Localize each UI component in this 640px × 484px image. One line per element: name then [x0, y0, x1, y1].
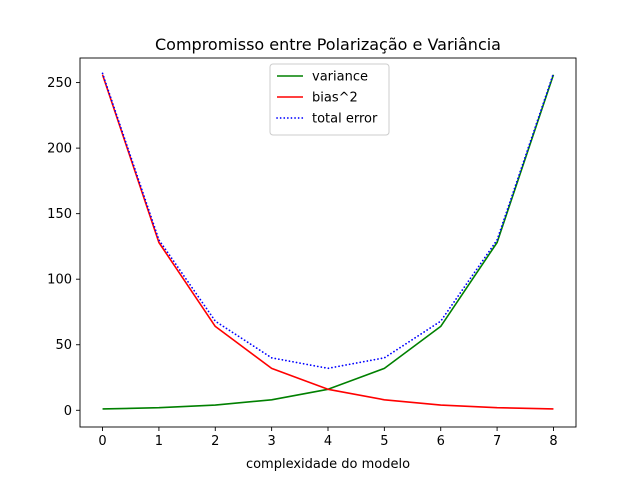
- y-tick-label: 0: [64, 404, 72, 419]
- series-line-2: [101, 72, 555, 370]
- y-tick-label: 100: [47, 273, 72, 288]
- x-tick-label: 5: [380, 434, 388, 449]
- y-tick-label: 250: [47, 76, 72, 91]
- x-tick-label: 8: [549, 434, 557, 449]
- legend-label: variance: [312, 70, 368, 85]
- x-tick-label: 7: [493, 434, 501, 449]
- x-tick-label: 1: [155, 434, 163, 449]
- x-axis-label: complexidade do modelo: [246, 457, 410, 472]
- legend-label: bias^2: [312, 91, 358, 106]
- x-tick-label: 6: [437, 434, 445, 449]
- legend: variance bias^2 total error: [269, 63, 390, 136]
- x-tick-label: 2: [211, 434, 219, 449]
- chart-title: Compromisso entre Polarização e Variânci…: [155, 35, 501, 54]
- legend-box: [269, 63, 390, 136]
- y-tick-label: 200: [47, 142, 72, 157]
- y-tick-label: 150: [47, 207, 72, 222]
- x-tick-label: 0: [98, 434, 106, 449]
- plot-area: 0 1 2 3 4 5 6 7 8 0 50 100 150 200 250: [47, 57, 577, 449]
- legend-label: total error: [312, 112, 378, 127]
- x-tick-label: 3: [267, 434, 275, 449]
- x-tick-label: 4: [324, 434, 332, 449]
- series-line-1: [101, 74, 554, 410]
- y-tick-label: 50: [55, 338, 72, 353]
